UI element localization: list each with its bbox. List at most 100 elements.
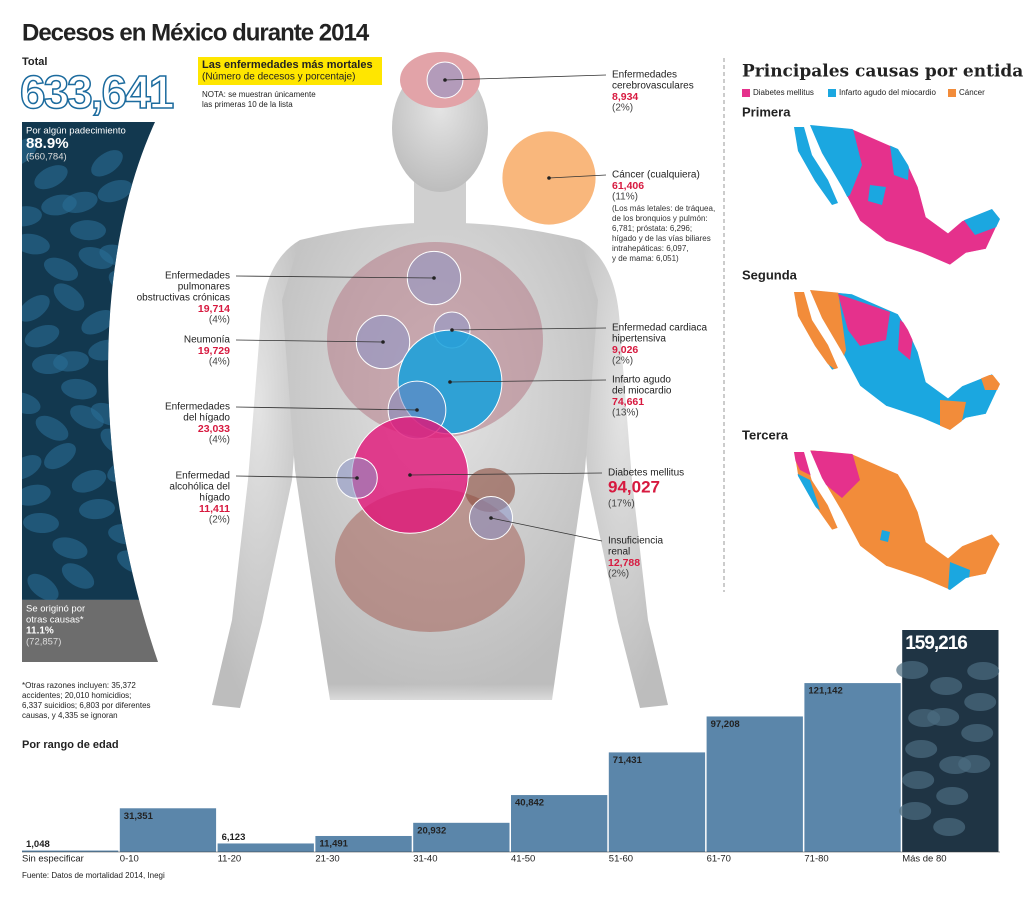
map — [793, 449, 1001, 591]
disease-share: (2%) — [612, 356, 633, 367]
disease-share: (4%) — [209, 357, 230, 368]
disease-note: de los bronquios y pulmón: — [612, 214, 708, 223]
leader-line — [235, 275, 435, 279]
disease-share: (4%) — [209, 315, 230, 326]
bar-value-label: 1,048 — [26, 839, 50, 850]
disease-deaths: 61,406 — [612, 180, 644, 192]
breakdown-label: Se originó por — [26, 603, 85, 614]
breakdown-label: otras causas* — [26, 614, 84, 625]
disease-name: Enfermedad cardiaca — [612, 323, 707, 334]
disease-name: del hígado — [183, 413, 230, 424]
map-title: Tercera — [742, 427, 789, 442]
cell-texture — [34, 165, 68, 190]
disease-name: Cáncer (cualquiera) — [612, 170, 700, 181]
leader-dot — [450, 328, 454, 332]
cell-texture — [22, 392, 41, 415]
cell-texture — [908, 709, 941, 727]
disease-deaths: 19,714 — [198, 303, 230, 315]
panel-group — [22, 122, 158, 662]
disease-deaths: 11,411 — [199, 503, 230, 515]
bar — [217, 843, 314, 852]
bar-value-label: 11,491 — [319, 838, 348, 849]
disease-note: 6,781; próstata: 6,296; — [612, 224, 692, 233]
maps — [793, 124, 1001, 591]
x-tick-label: 41-50 — [511, 854, 535, 865]
leader-dot — [381, 340, 385, 344]
cell-texture — [930, 677, 963, 695]
cell-texture — [53, 351, 89, 372]
disease-name: Insuficiencia — [608, 536, 663, 547]
cell-texture — [23, 512, 59, 534]
disease-name: pulmonares — [178, 282, 230, 293]
x-tick-label: 11-20 — [218, 854, 242, 865]
disease-name: Neumonía — [184, 335, 231, 346]
cell-texture — [61, 563, 95, 589]
bar-value-label: 40,842 — [515, 798, 544, 809]
cell-texture — [53, 283, 85, 311]
disease-name: hígado — [199, 493, 230, 504]
diseases-title: Las enfermedades más mortales — [202, 59, 373, 71]
disease-name: cerebrovasculares — [612, 81, 694, 92]
disease-share: (2%) — [608, 569, 629, 580]
legend-label: Diabetes mellitus — [753, 88, 814, 97]
x-tick-label: 61-70 — [707, 854, 731, 865]
x-tick-label: 71-80 — [804, 854, 828, 865]
disease-name: Enfermedades — [165, 271, 230, 282]
breakdown-count: (560,784) — [26, 152, 67, 163]
cell-texture — [967, 662, 1000, 680]
highlight-box — [198, 57, 382, 85]
disease-deaths: 74,661 — [612, 396, 644, 408]
disease-name: Diabetes mellitus — [608, 468, 684, 479]
disease-note: intrahepáticas: 6,097, — [612, 244, 689, 253]
bar — [608, 752, 706, 852]
cell-texture — [961, 724, 994, 742]
breakdown-share: 88.9% — [26, 135, 69, 152]
legend-label: Cáncer — [959, 88, 985, 97]
cell-texture — [43, 257, 79, 281]
cell-texture — [899, 802, 932, 820]
map-title: Primera — [742, 104, 791, 119]
breakdown-label: Por algún padecimiento — [26, 126, 126, 137]
cell-texture — [896, 661, 929, 679]
cell-texture — [62, 191, 98, 213]
bar-value-label: 121,142 — [808, 686, 842, 697]
cell-texture — [91, 150, 123, 177]
title: Decesos en México durante 2014 — [22, 19, 370, 46]
cell-texture — [933, 818, 966, 836]
cell-texture — [22, 484, 51, 506]
bar — [22, 850, 119, 852]
breakdown-share: 11.1% — [26, 626, 54, 637]
disease-name: del miocardio — [612, 386, 672, 397]
footnote: *Otras razones incluyen: 35,372 — [22, 681, 136, 690]
map — [793, 289, 1001, 431]
legend-swatch — [948, 89, 956, 97]
cell-texture — [81, 310, 115, 335]
cell-texture — [902, 771, 935, 789]
leader-dot — [489, 516, 493, 520]
cell-texture — [71, 469, 107, 493]
note: las primeras 10 de la lista — [202, 100, 293, 109]
cell-texture — [22, 295, 50, 322]
diseases-subtitle: (Número de decesos y porcentaje) — [202, 72, 355, 83]
bar-value-label: 159,216 — [905, 633, 967, 654]
breakdown-count: (72,857) — [26, 636, 61, 647]
cell-texture — [22, 233, 50, 255]
leader-dot — [408, 473, 412, 477]
bar — [804, 683, 901, 852]
disease-name: hipertensiva — [612, 334, 666, 345]
cell-texture — [35, 415, 69, 441]
cell-texture — [61, 378, 97, 400]
disease-share: (11%) — [612, 192, 638, 203]
bar — [119, 808, 217, 852]
bar-value-label: 71,431 — [613, 755, 643, 766]
leader-line — [235, 339, 384, 343]
disease-share: (2%) — [612, 103, 633, 114]
leader-dot — [355, 476, 359, 480]
disease-name: obstructivas crónicas — [137, 293, 230, 304]
leader-dot — [415, 408, 419, 412]
total-label: Total — [22, 56, 47, 68]
x-tick-label: 21-30 — [315, 854, 339, 865]
bar — [413, 822, 510, 852]
